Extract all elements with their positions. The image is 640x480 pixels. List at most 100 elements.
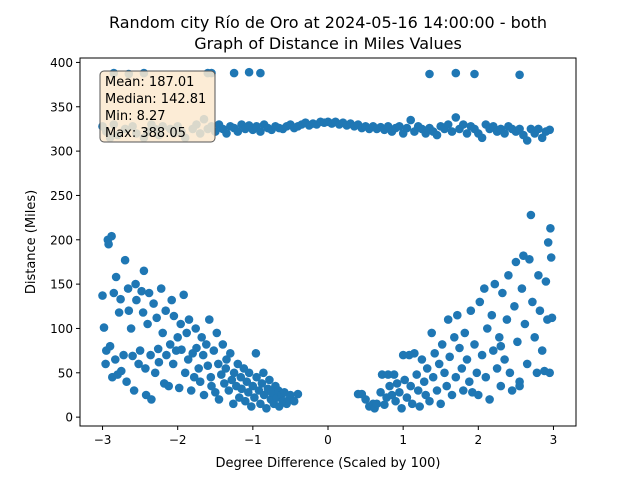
data-point [534,124,543,134]
x-tick-label: 0 [324,433,332,447]
data-point [186,386,196,395]
data-point [233,127,243,136]
data-point [120,255,130,265]
data-point [259,390,269,400]
data-point [510,302,519,311]
data-point [262,404,271,413]
data-point [421,390,431,400]
data-point [515,70,524,80]
data-point [477,133,487,143]
data-point [244,388,253,397]
data-point [447,127,457,136]
data-point [114,308,124,317]
data-point [372,399,382,409]
data-point [289,396,299,406]
data-point [376,388,385,397]
data-point [451,113,461,122]
data-point [241,396,250,406]
stats-median: Median: 142.81 [105,92,206,107]
data-point [504,271,513,280]
data-point [139,266,149,276]
data-point [119,350,128,360]
data-point [195,377,205,387]
data-point [395,388,404,397]
data-point [180,368,190,378]
data-point [483,324,492,333]
data-point [481,372,491,382]
data-point [489,346,498,355]
data-point [487,310,497,320]
data-point [128,351,137,361]
data-point [98,291,107,300]
x-axis-ticks: −3 −2 −1 0 1 2 3 [94,426,557,447]
data-point [129,386,139,395]
data-point [515,381,524,391]
data-point [126,324,136,333]
data-point [233,359,243,369]
y-tick-label: 400 [50,56,73,70]
data-point [259,368,268,378]
data-point [156,284,166,293]
data-point [412,370,422,379]
data-point [214,359,223,369]
data-point [109,288,119,298]
data-point [256,127,265,136]
data-point [477,350,487,360]
data-point [158,328,167,338]
data-point [257,379,267,388]
data-point [244,67,254,77]
data-point [237,384,246,394]
data-point [402,123,412,133]
data-point [154,357,164,367]
data-point [377,370,387,379]
y-tick-label: 350 [50,100,73,114]
data-point [515,124,524,134]
data-point [500,355,509,364]
data-point [203,361,213,371]
data-point [546,253,556,262]
data-point [211,388,220,397]
data-point [389,370,399,379]
data-point [460,328,470,338]
data-point [143,319,152,329]
data-point [432,386,442,395]
data-point [537,346,547,355]
data-point [197,333,206,342]
data-point [161,306,170,316]
data-point [135,346,145,355]
data-point [144,288,154,298]
data-point [214,395,224,404]
data-point [402,393,412,402]
y-tick-label: 100 [50,322,73,336]
data-point [227,375,237,385]
data-point [415,402,425,411]
data-point [505,368,515,378]
data-point [229,399,238,409]
data-point [490,279,500,289]
stats-max: Max: 388.05 [105,126,186,141]
y-tick-label: 300 [50,145,73,159]
data-point [209,346,219,355]
data-point [265,375,274,385]
data-point [496,381,506,391]
data-point [222,129,231,138]
data-point [184,315,194,324]
y-tick-label: 0 [65,411,73,425]
chart-subtitle: Graph of Distance in Miles Values [194,34,462,53]
data-point [192,343,201,353]
data-point [546,224,555,233]
data-point [150,368,160,378]
data-point [541,277,551,286]
x-tick-label: 2 [474,433,482,447]
data-point [434,359,444,369]
data-point [498,288,507,298]
data-point [436,399,446,409]
data-point [361,395,370,404]
data-point [116,294,125,304]
data-point [425,396,434,406]
data-point [218,340,228,349]
data-point [391,396,400,406]
data-point [212,328,222,338]
data-point [153,344,163,354]
